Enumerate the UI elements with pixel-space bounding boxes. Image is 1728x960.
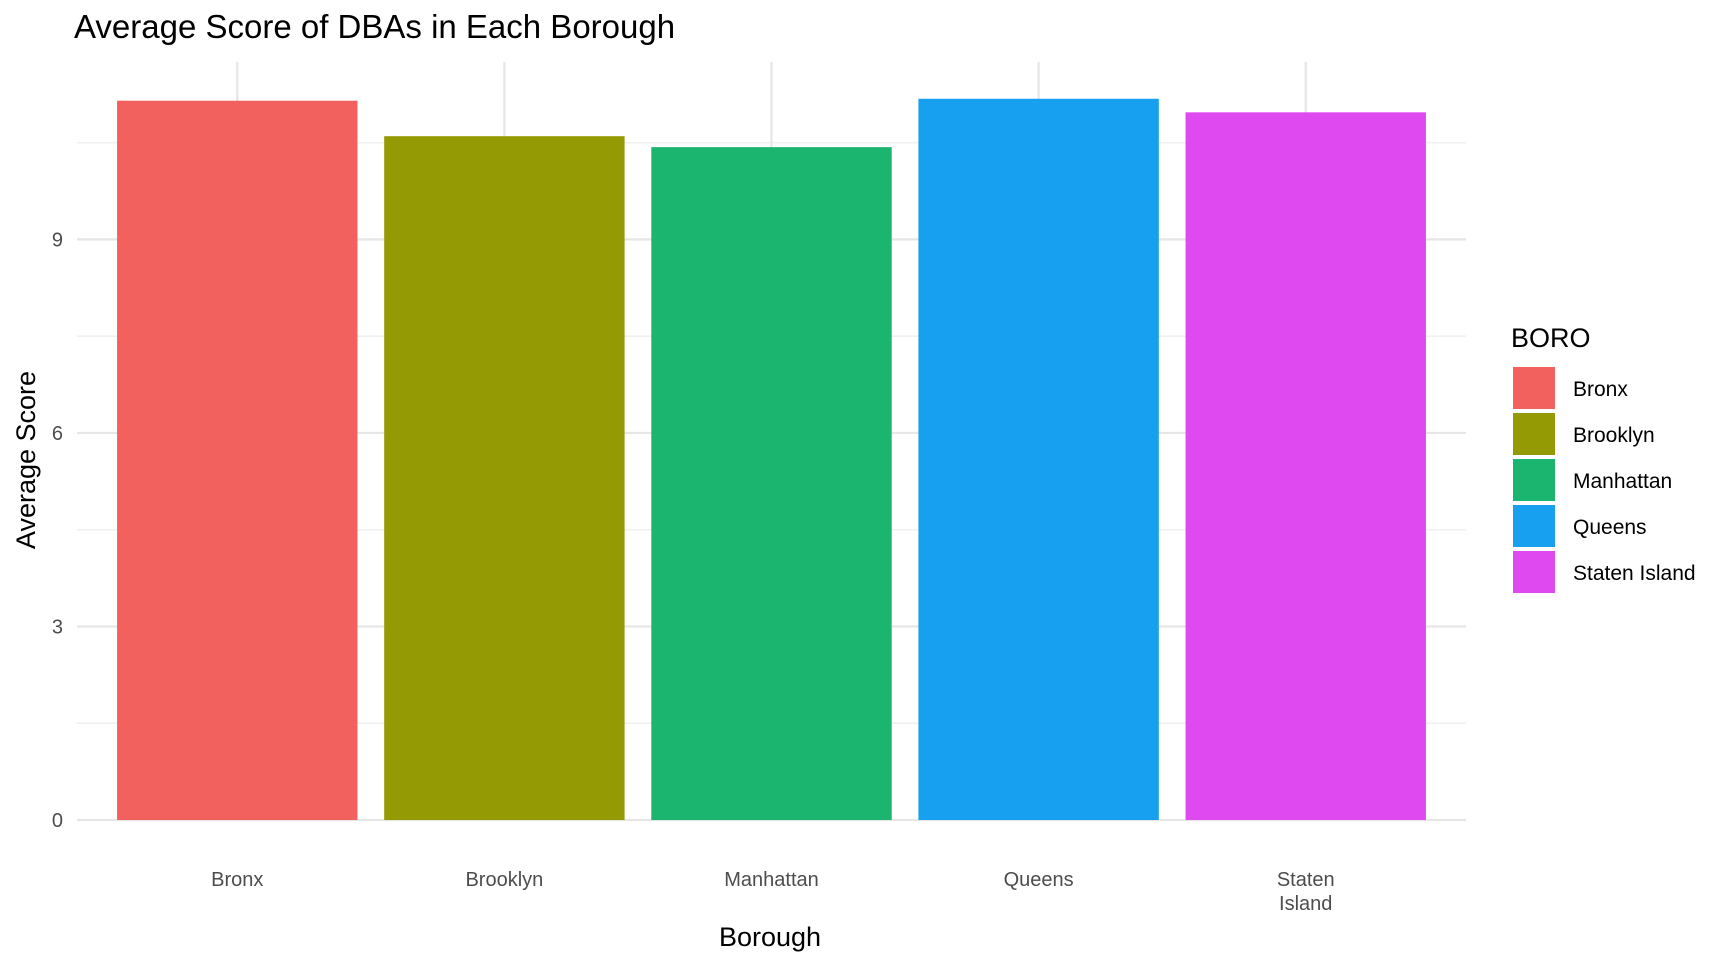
bar-queens xyxy=(918,98,1159,821)
x-tick-label: Staten Island xyxy=(1277,869,1335,915)
legend-title: BORO xyxy=(1511,323,1591,353)
legend-key-manhattan xyxy=(1513,459,1555,501)
legend-label: Staten Island xyxy=(1573,562,1696,585)
legend-label: Bronx xyxy=(1573,378,1628,401)
y-tick-label: 0 xyxy=(52,810,63,832)
x-tick-label: Bronx xyxy=(211,869,263,891)
legend-items: Bronx Brooklyn Manhattan Queens Staten Islan… xyxy=(1513,367,1696,593)
legend-key-queens xyxy=(1513,505,1555,547)
bar-manhattan xyxy=(651,147,892,820)
legend-label: Queens xyxy=(1573,516,1647,539)
y-tick-label: 3 xyxy=(52,616,63,638)
y-axis-ticks: 0 3 6 9 xyxy=(52,229,63,832)
bars xyxy=(117,98,1426,821)
y-tick-label: 6 xyxy=(52,423,63,445)
legend: BORO Bronx Brooklyn Manhattan Queens Staten … xyxy=(1511,323,1696,593)
chart-title: Average Score of DBAs in Each Borough xyxy=(74,8,675,45)
y-axis-title: Average Score xyxy=(11,371,41,549)
legend-key-brooklyn xyxy=(1513,413,1555,455)
x-tick-label: Queens xyxy=(1004,869,1074,891)
legend-label: Brooklyn xyxy=(1573,424,1655,447)
legend-key-bronx xyxy=(1513,367,1555,409)
bar-staten-island xyxy=(1185,112,1426,820)
legend-key-staten-island xyxy=(1513,551,1555,593)
x-tick-label: Brooklyn xyxy=(465,869,543,891)
x-axis-ticks: Bronx Brooklyn Manhattan Queens Staten Island xyxy=(211,869,1335,915)
x-tick-label: Manhattan xyxy=(724,869,819,891)
legend-label: Manhattan xyxy=(1573,470,1672,493)
bar-bronx xyxy=(117,100,358,821)
bar-brooklyn xyxy=(384,136,625,820)
x-axis-title: Borough xyxy=(719,922,821,952)
y-tick-label: 9 xyxy=(52,229,63,251)
